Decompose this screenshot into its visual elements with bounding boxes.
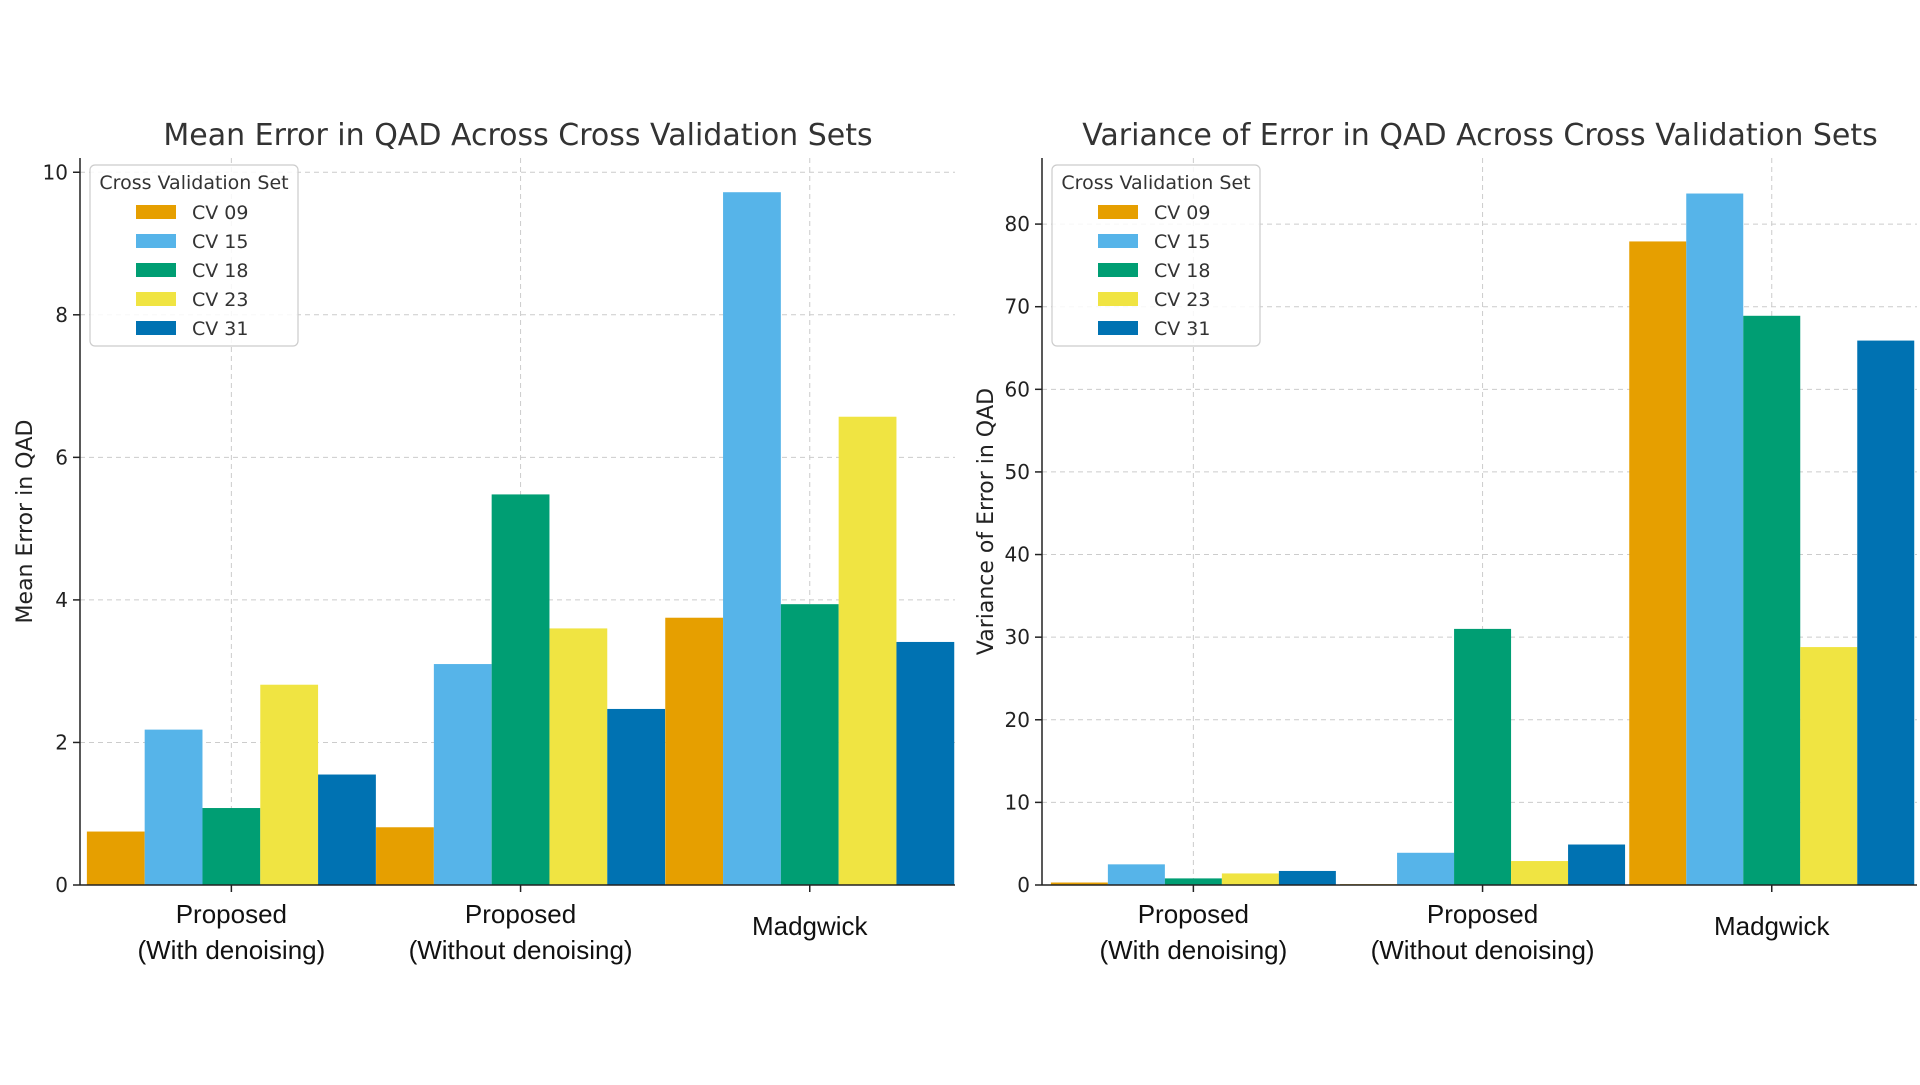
legend-label: CV 15 [1154,231,1210,253]
bar-cv-15-cat-2 [1686,193,1744,885]
legend-swatch-cv-31 [136,321,176,335]
bar-cv-23-cat-1 [1511,861,1569,885]
bar-cv-23-cat-0 [260,684,319,885]
legend-label: CV 09 [192,202,248,224]
bar-cv-18-cat-1 [491,494,550,885]
y-tick-label: 30 [1005,625,1030,649]
y-tick-label: 6 [55,445,68,469]
chart-title: Mean Error in QAD Across Cross Validatio… [163,118,872,153]
x-tick-label: Madgwick [1714,911,1831,941]
bar-cv-15-cat-0 [144,729,203,885]
bar-cv-09-cat-0 [1050,882,1108,885]
legend-title: Cross Validation Set [99,172,288,194]
x-tick-label: Proposed [1138,899,1249,929]
y-axis-label: Mean Error in QAD [13,420,38,624]
legend-label: CV 18 [192,260,248,282]
legend-label: CV 23 [192,289,248,311]
y-tick-label: 40 [1005,543,1030,567]
x-tick-label: (With denoising) [137,935,325,965]
legend-swatch-cv-23 [136,292,176,306]
bar-cv-31-cat-0 [318,774,376,885]
legend-swatch-cv-09 [1098,205,1138,219]
legend-swatch-cv-15 [136,234,176,248]
y-tick-label: 50 [1005,460,1030,484]
y-tick-label: 0 [55,873,68,897]
y-tick-label: 60 [1005,377,1030,401]
y-tick-label: 70 [1005,295,1030,319]
legend-label: CV 18 [1154,260,1210,282]
bar-cv-18-cat-0 [202,808,261,885]
legend-swatch-cv-18 [1098,263,1138,277]
variance-error-chart: 0 10 20 30 40 50 60 70 80 Proposed (With denoising… [974,118,1917,965]
legend-label: CV 15 [192,231,248,253]
bar-cv-09-cat-2 [665,617,724,885]
legend-label: CV 09 [1154,202,1210,224]
y-tick-label: 4 [55,588,68,612]
legend-swatch-cv-31 [1098,321,1138,335]
bar-cv-18-cat-2 [1743,315,1801,885]
bar-cv-15-cat-1 [433,664,492,885]
x-tick-label: (Without denoising) [1371,935,1595,965]
bar-cv-09-cat-2 [1629,241,1687,886]
bar-cv-15-cat-0 [1107,864,1165,885]
bar-cv-15-cat-1 [1397,852,1455,885]
y-tick-label: 10 [43,160,68,184]
bar-cv-18-cat-1 [1454,628,1512,885]
legend-swatch-cv-23 [1098,292,1138,306]
bar-cv-31-cat-1 [607,708,666,885]
y-tick-label: 0 [1017,873,1030,897]
y-tick-label: 10 [1005,790,1030,814]
x-tick-label: (With denoising) [1099,935,1287,965]
y-tick-label: 8 [55,303,68,327]
legend-label: CV 31 [1154,318,1210,340]
bar-cv-15-cat-2 [723,192,781,885]
chart-title: Variance of Error in QAD Across Cross Va… [1082,118,1878,153]
bar-cv-23-cat-0 [1221,873,1279,885]
bar-cv-31-cat-0 [1278,870,1336,885]
y-tick-label: 2 [55,730,68,754]
y-axis-label: Variance of Error in QAD [974,388,999,655]
bar-cv-09-cat-1 [376,827,434,885]
bar-cv-31-cat-1 [1568,844,1626,885]
x-tick-label: Madgwick [752,911,869,941]
x-tick-label: Proposed [465,899,576,929]
legend-label: CV 31 [192,318,248,340]
x-tick-label: (Without denoising) [409,935,633,965]
x-tick-label: Proposed [1427,899,1538,929]
legend-swatch-cv-09 [136,205,176,219]
bar-cv-09-cat-0 [86,831,145,885]
legend-label: CV 23 [1154,289,1210,311]
y-tick-label: 80 [1005,212,1030,236]
y-tick-label: 20 [1005,708,1030,732]
bar-cv-18-cat-2 [780,604,839,885]
bar-cv-23-cat-1 [549,628,608,885]
bar-cv-31-cat-2 [896,641,955,885]
legend-title: Cross Validation Set [1061,172,1250,194]
mean-error-chart: 0 2 4 6 8 10 Proposed (With denoising) Proposed (… [13,118,955,965]
legend-swatch-cv-18 [136,263,176,277]
bar-cv-23-cat-2 [838,416,897,885]
bar-cv-18-cat-0 [1164,878,1222,885]
bar-cv-31-cat-2 [1857,340,1915,885]
legend-swatch-cv-15 [1098,234,1138,248]
bar-cv-23-cat-2 [1800,647,1858,885]
x-tick-label: Proposed [176,899,287,929]
